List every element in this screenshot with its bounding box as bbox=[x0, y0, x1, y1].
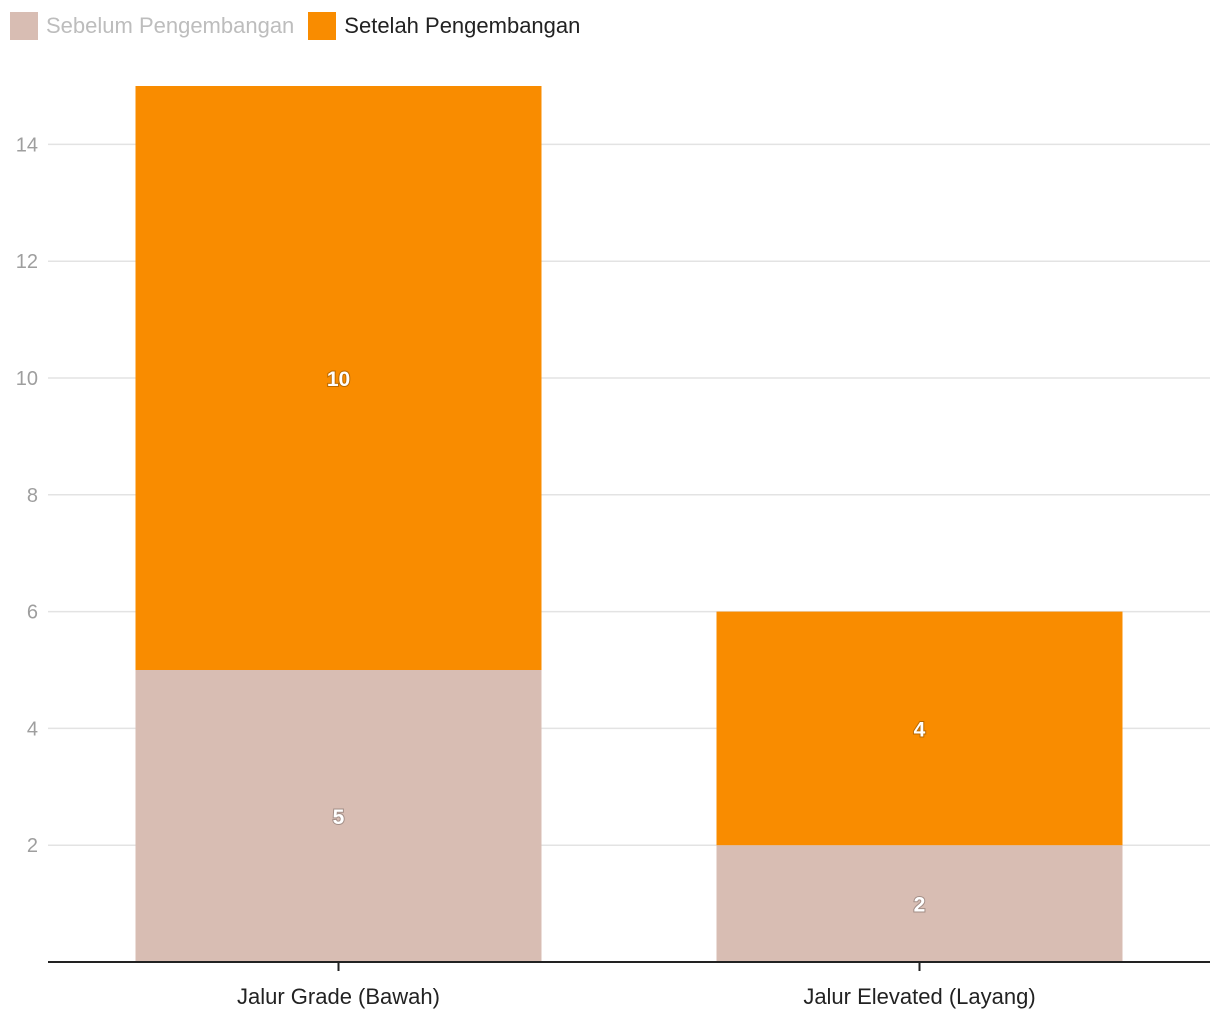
y-tick-label-6: 6 bbox=[27, 602, 38, 624]
data-label-1-0: 2 bbox=[914, 894, 926, 917]
bar-segment-1-1 bbox=[716, 611, 1123, 846]
x-category-label-1: Jalur Elevated (Layang) bbox=[803, 984, 1035, 1009]
y-tick-label-2: 2 bbox=[27, 835, 38, 857]
legend-label-setelah: Setelah Pengembangan bbox=[344, 13, 581, 38]
bar-segment-1-0 bbox=[716, 845, 1123, 962]
data-label-1-1: 4 bbox=[914, 718, 926, 741]
legend-label-sebelum: Sebelum Pengembangan bbox=[46, 13, 295, 38]
bar-segment-0-0 bbox=[135, 670, 542, 962]
legend: Sebelum Pengembangan Setelah Pengembanga… bbox=[10, 12, 594, 40]
legend-swatch-sebelum bbox=[10, 12, 38, 40]
y-tick-label-14: 14 bbox=[16, 134, 38, 156]
data-label-0-1: 10 bbox=[327, 368, 350, 391]
legend-swatch-setelah bbox=[308, 12, 337, 40]
y-tick-label-12: 12 bbox=[16, 251, 38, 273]
y-tick-label-4: 4 bbox=[27, 718, 38, 740]
y-tick-label-8: 8 bbox=[27, 485, 38, 507]
x-category-label-0: Jalur Grade (Bawah) bbox=[237, 984, 440, 1009]
y-tick-label-10: 10 bbox=[16, 368, 38, 390]
data-label-0-0: 5 bbox=[333, 806, 345, 829]
legend-item-setelah[interactable]: Setelah Pengembangan bbox=[308, 12, 580, 40]
legend-item-sebelum[interactable]: Sebelum Pengembangan bbox=[10, 12, 294, 40]
bar-segment-0-1 bbox=[135, 86, 542, 670]
